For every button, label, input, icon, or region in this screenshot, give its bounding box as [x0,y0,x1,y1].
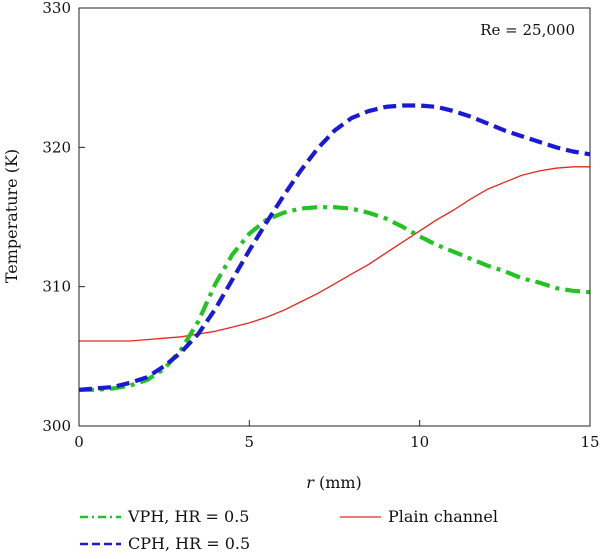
y-axis-title: Temperature (K) [2,149,21,283]
y-axis-ticks: 300 310 320 330 [42,0,85,435]
reynolds-annotation: Re = 25,000 [480,21,575,39]
y-tick-label: 300 [42,417,71,435]
x-axis-ticks: 0 5 10 15 [74,420,600,451]
y-tick-label: 320 [42,138,71,156]
series-line-vph-hr-0-5 [79,205,591,392]
x-tick-label: 0 [74,433,84,451]
legend-label: VPH, HR = 0.5 [127,507,249,526]
y-tick-label: 330 [42,0,71,17]
x-tick-label: 10 [410,433,429,451]
series-line-cph-hr-0-5 [78,103,591,392]
legend-label: CPH, HR = 0.5 [128,534,250,553]
x-axis-unit: (mm) [314,473,362,492]
legend: VPH, HR = 0.5 CPH, HR = 0.5 Plain channel [80,507,498,553]
x-axis-variable: r [306,473,315,492]
legend-label: Plain channel [388,507,498,526]
series-line-plain-channel [79,166,590,342]
x-tick-label: 15 [580,433,599,451]
series-lines [78,103,591,392]
x-tick-label: 5 [245,433,255,451]
x-axis-title: r (mm) [306,473,362,492]
y-tick-label: 310 [42,278,71,296]
plot-frame [78,7,591,427]
